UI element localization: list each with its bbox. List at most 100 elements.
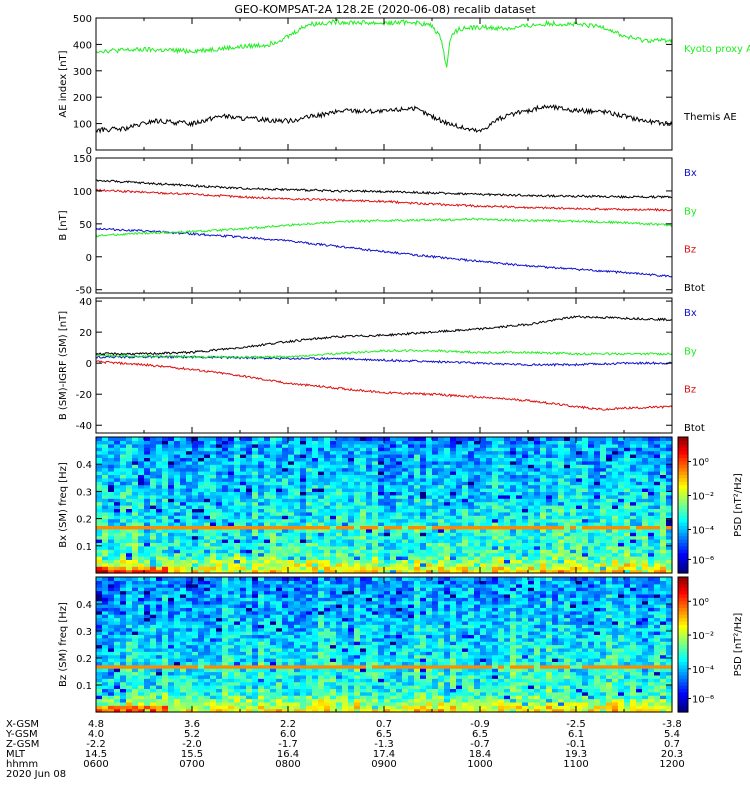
spectrogram-cell	[126, 535, 133, 540]
spectrogram-cell	[126, 488, 133, 492]
spectrogram-cell	[312, 467, 319, 472]
spectrogram-cell	[306, 522, 313, 526]
spectrogram-cell	[558, 474, 565, 479]
spectrogram-cell	[264, 505, 271, 509]
spectrogram-cell	[126, 600, 133, 605]
spectrogram-cell	[324, 535, 331, 540]
spectrogram-cell	[120, 539, 127, 543]
spectrogram-cell	[600, 539, 607, 543]
spectrogram-cell	[132, 467, 139, 472]
spectrogram-cell	[276, 467, 283, 472]
spectrogram-cell	[192, 528, 199, 533]
spectrogram-cell	[582, 440, 589, 445]
spectrogram-cell	[198, 681, 205, 686]
spectrogram-cell	[648, 549, 655, 554]
spectrogram-cell	[648, 552, 655, 557]
colorbar-segment	[678, 545, 688, 550]
spectrogram-cell	[222, 614, 229, 619]
spectrogram-cell	[150, 518, 157, 523]
spectrogram-cell	[156, 597, 163, 602]
spectrogram-cell	[408, 443, 415, 448]
spectrogram-cell	[372, 494, 379, 499]
spectrogram-cell	[126, 440, 133, 445]
spectrogram-cell	[648, 559, 655, 564]
spectrogram-cell	[330, 494, 337, 499]
spectrogram-cell	[522, 518, 529, 523]
spectrogram-cell	[108, 464, 115, 469]
spectrogram-cell	[162, 477, 169, 482]
spectrogram-cell	[108, 501, 115, 506]
spectrogram-cell	[228, 528, 235, 533]
spectrogram-cell	[438, 464, 445, 469]
spectrogram-cell	[132, 556, 139, 560]
spectrogram-cell	[282, 494, 289, 499]
spectrogram-cell	[636, 518, 643, 523]
spectrogram-cell	[450, 471, 457, 475]
spectrogram-cell	[606, 562, 613, 567]
spectrogram-cell	[366, 484, 373, 489]
spectrogram-cell	[174, 695, 181, 700]
spectrogram-cell	[228, 460, 235, 465]
spectrogram-cell	[114, 647, 121, 652]
spectrogram-cell	[126, 708, 133, 713]
spectrogram-cell	[174, 708, 181, 713]
spectrogram-cell	[300, 494, 307, 499]
spectrogram-cell	[516, 562, 523, 567]
spectrogram-cell	[384, 467, 391, 472]
spectrogram-cell	[630, 566, 637, 571]
spectrogram-cell	[210, 627, 217, 632]
spectrogram-cell	[162, 651, 169, 656]
spectrogram-cell	[318, 556, 325, 560]
spectrogram-cell	[162, 668, 169, 673]
spectrogram-cell	[120, 624, 127, 629]
spectrogram-cell	[396, 569, 403, 574]
spectrogram-cell	[444, 488, 451, 492]
spectrogram-cell	[432, 484, 439, 489]
spectrogram-cell	[504, 471, 511, 475]
spectrogram-cell	[342, 437, 349, 441]
spectrogram-cell	[96, 708, 103, 713]
spectrogram-cell	[240, 525, 247, 530]
spectrogram-cell	[624, 488, 631, 492]
spectrogram-cell	[162, 607, 169, 612]
spectrogram-cell	[522, 498, 529, 503]
spectrogram-cell	[174, 688, 181, 693]
spectrogram-cell	[126, 491, 133, 496]
spectrogram-cell	[210, 447, 217, 452]
spectrogram-cell	[102, 641, 109, 646]
spectrogram-cell	[336, 477, 343, 482]
spectrogram-cell	[102, 447, 109, 452]
spectrogram-cell	[246, 511, 253, 516]
spectrogram-cell	[582, 474, 589, 479]
spectrogram-cell	[198, 556, 205, 560]
spectrogram-cell	[138, 447, 145, 452]
spectrogram-cell	[180, 532, 187, 537]
spectrogram-cell	[150, 515, 157, 520]
spectrogram-cell	[642, 559, 649, 564]
spectrogram-cell	[252, 545, 259, 550]
spectrogram-cell	[510, 522, 517, 526]
spectrogram-cell	[246, 488, 253, 492]
spectrogram-cell	[618, 491, 625, 496]
spectrogram-cell	[402, 460, 409, 465]
spectrogram-cell	[546, 515, 553, 520]
spectrogram-cell	[384, 535, 391, 540]
spectrogram-cell	[156, 494, 163, 499]
spectrogram-cell	[222, 685, 229, 689]
spectrogram-cell	[186, 637, 193, 642]
spectrogram-cell	[360, 484, 367, 489]
spectrogram-cell	[534, 539, 541, 543]
spectrogram-cell	[312, 457, 319, 462]
spectrogram-cell	[462, 566, 469, 571]
spectrogram-cell	[372, 528, 379, 533]
spectrogram-cell	[204, 610, 211, 615]
spectrogram-cell	[96, 566, 103, 571]
spectrogram-cell	[180, 634, 187, 639]
spectrogram-cell	[246, 440, 253, 445]
spectrogram-cell	[126, 610, 133, 615]
spectrogram-cell	[228, 443, 235, 448]
spectrogram-cell	[468, 457, 475, 462]
spectrogram-cell	[420, 556, 427, 560]
spectrogram-cell	[198, 644, 205, 649]
spectrogram-cell	[102, 488, 109, 492]
